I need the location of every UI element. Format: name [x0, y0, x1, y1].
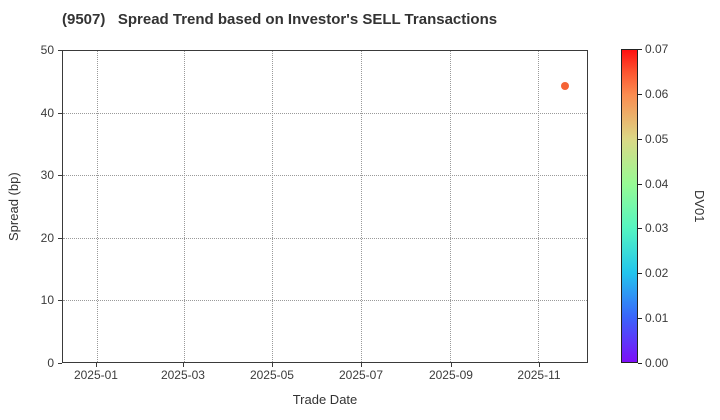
gridline-vertical [360, 51, 362, 362]
x-axis-label: Trade Date [292, 392, 358, 407]
colorbar-tick-mark [638, 138, 642, 140]
data-point [560, 82, 569, 91]
colorbar-tick-mark [638, 228, 642, 230]
x-tick-label: 2025-11 [517, 368, 561, 382]
gridline-vertical [450, 51, 452, 362]
gridline-horizontal [63, 237, 587, 239]
colorbar-tick-label: 0.00 [645, 356, 669, 370]
x-tick-label: 2025-03 [160, 368, 205, 382]
gridline-vertical [183, 51, 185, 362]
colorbar-tick-mark [638, 93, 642, 95]
colorbar-tick-mark [638, 318, 642, 320]
y-tick-label: 30 [40, 168, 54, 183]
y-tick-mark [58, 175, 62, 177]
y-tick-mark [58, 363, 62, 364]
y-axis-label: Spread (bp) [6, 172, 21, 241]
y-tick-mark [58, 237, 62, 239]
x-tick-label: 2025-01 [73, 368, 118, 382]
colorbar-tick-mark [638, 49, 642, 50]
x-tick-label: 2025-07 [338, 368, 384, 382]
gridline-horizontal [63, 299, 587, 301]
gridline-horizontal [63, 175, 587, 177]
x-tick-label: 2025-05 [249, 368, 294, 382]
x-tick-mark [538, 363, 540, 367]
gridline-vertical [96, 51, 98, 362]
x-tick-mark [182, 363, 184, 367]
colorbar-tick-mark [638, 363, 642, 364]
colorbar-tick-label: 0.06 [645, 86, 669, 101]
colorbar-tick-label: 0.03 [645, 221, 669, 236]
colorbar [621, 49, 638, 363]
x-tick-mark [450, 363, 452, 367]
x-tick-label: 2025-09 [428, 368, 473, 382]
gridline-vertical [272, 51, 274, 362]
y-tick-label: 40 [40, 105, 54, 120]
colorbar-tick-mark [638, 273, 642, 275]
y-tick-label: 50 [40, 43, 54, 57]
plot-area [62, 50, 588, 363]
colorbar-tick-label: 0.05 [645, 131, 669, 146]
y-tick-label: 20 [40, 230, 54, 245]
y-tick-label: 10 [40, 293, 54, 308]
gridline-horizontal [63, 113, 587, 115]
colorbar-tick-mark [638, 183, 642, 185]
gridline-vertical [538, 51, 540, 362]
colorbar-tick-label: 0.01 [645, 311, 669, 326]
colorbar-tick-label: 0.04 [645, 176, 669, 191]
x-tick-mark [95, 363, 97, 367]
y-tick-label: 0 [47, 356, 54, 370]
x-tick-mark [361, 363, 363, 367]
y-tick-mark [58, 50, 62, 51]
y-tick-mark [58, 300, 62, 302]
chart-title: (9507) Spread Trend based on Investor's … [62, 11, 498, 28]
colorbar-tick-label: 0.02 [645, 266, 669, 281]
x-tick-mark [271, 363, 273, 367]
colorbar-tick-label: 0.07 [645, 42, 669, 56]
colorbar-label: DV01 [692, 189, 707, 223]
y-tick-mark [58, 112, 62, 114]
